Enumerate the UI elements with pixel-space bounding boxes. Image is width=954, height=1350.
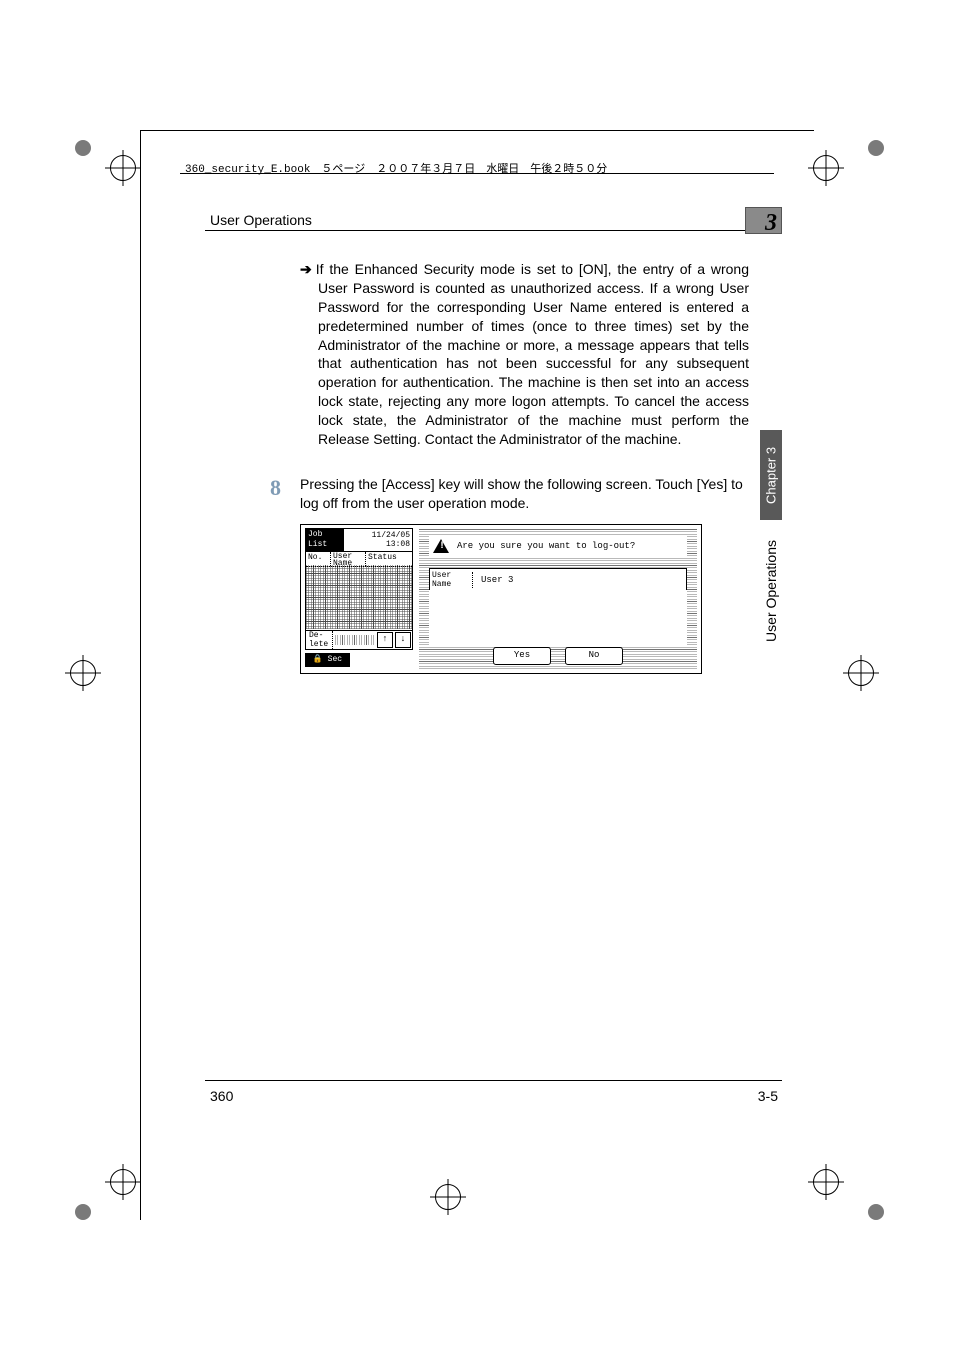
body-bullet: ➔If the Enhanced Security mode is set to… bbox=[300, 260, 749, 449]
scroll-down-button[interactable]: ↓ bbox=[395, 632, 411, 648]
device-screenshot: JobList 11/24/0513:08 No. UserName Statu… bbox=[300, 524, 702, 674]
security-indicator: 🔒 Sec bbox=[305, 653, 350, 667]
yes-button[interactable]: Yes bbox=[493, 647, 551, 665]
printer-mark bbox=[70, 660, 106, 696]
job-list-tab[interactable]: JobList bbox=[306, 529, 344, 551]
running-head-title: User Operations bbox=[210, 212, 312, 228]
job-list-panel: JobList 11/24/0513:08 No. UserName Statu… bbox=[305, 528, 413, 650]
warning-message: Are you sure you want to log-out? bbox=[457, 541, 635, 551]
printer-mark bbox=[813, 155, 849, 191]
datetime-display: 11/24/0513:08 bbox=[372, 531, 410, 549]
running-head-rule bbox=[205, 230, 782, 231]
side-tab-section: User Operations bbox=[763, 540, 779, 642]
printer-mark bbox=[813, 1169, 849, 1205]
printer-mark bbox=[848, 660, 884, 696]
printer-mark bbox=[848, 140, 884, 176]
warning-icon bbox=[433, 539, 449, 553]
printer-mark bbox=[75, 1184, 111, 1220]
footer-page-number: 3-5 bbox=[758, 1088, 778, 1104]
printer-mark bbox=[75, 140, 111, 176]
printer-mark bbox=[848, 1184, 884, 1220]
col-status: Status bbox=[366, 552, 412, 566]
bullet-text: If the Enhanced Security mode is set to … bbox=[316, 261, 749, 447]
step-text: Pressing the [Access] key will show the … bbox=[300, 475, 749, 513]
footer-rule bbox=[205, 1080, 782, 1081]
col-user: UserName bbox=[331, 552, 366, 566]
no-button[interactable]: No bbox=[565, 647, 623, 665]
chapter-number-box: 3 bbox=[745, 207, 782, 234]
delete-button[interactable]: De-lete bbox=[307, 631, 333, 649]
logout-dialog: Are you sure you want to log-out? UserNa… bbox=[419, 528, 697, 669]
side-tab-chapter: Chapter 3 bbox=[760, 430, 782, 520]
user-name-value: User 3 bbox=[473, 575, 513, 585]
file-header-text: 360_security_E.book ５ページ ２００７年３月７日 水曜日 午… bbox=[185, 160, 607, 176]
col-no: No. bbox=[306, 552, 331, 566]
step-number: 8 bbox=[270, 475, 281, 501]
job-list-grid bbox=[306, 565, 412, 629]
chapter-number: 3 bbox=[765, 210, 777, 237]
user-name-label: UserName bbox=[430, 569, 472, 591]
scroll-up-button[interactable]: ↑ bbox=[377, 632, 393, 648]
bullet-arrow-icon: ➔ bbox=[300, 261, 312, 277]
footer-model: 360 bbox=[210, 1088, 233, 1104]
